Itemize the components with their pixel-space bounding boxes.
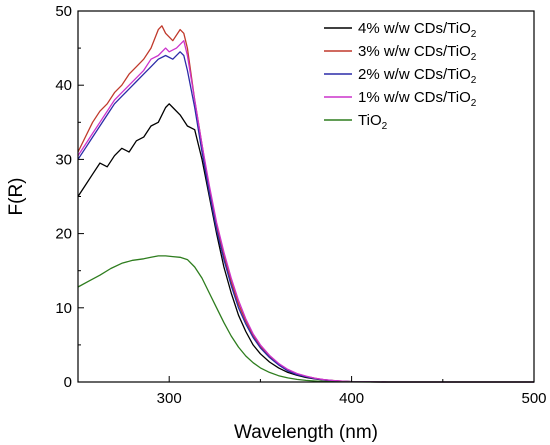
y-tick-label: 20 [55,226,72,243]
x-tick-label: 500 [521,390,546,407]
plot-lines [77,25,534,383]
series-line-5 [77,255,534,383]
x-tick-label: 300 [157,390,182,407]
legend-label-3: 2% w/w CDs/TiO2 [358,66,477,86]
y-tick-label: 30 [55,151,72,168]
legend-label-5: TiO2 [358,112,388,132]
legend-label-4: 1% w/w CDs/TiO2 [358,89,477,109]
series-line-4 [77,40,534,383]
x-axis-title: Wavelength (nm) [234,422,378,443]
y-axis-title: F(R) [6,178,27,216]
y-tick-label: 10 [55,300,72,317]
x-tick-label: 400 [339,390,364,407]
y-tick-label: 40 [55,77,72,94]
legend-label-1: 4% w/w CDs/TiO2 [358,20,477,40]
y-tick-label: 50 [55,3,72,20]
legend-label-2: 3% w/w CDs/TiO2 [358,43,477,63]
series-line-1 [77,103,534,383]
legend: 4% w/w CDs/TiO2 3% w/w CDs/TiO2 2% w/w CDs… [324,20,477,132]
ticks: 300 400 500 0 10 20 30 40 50 [55,3,546,407]
y-tick-label: 0 [64,374,72,391]
